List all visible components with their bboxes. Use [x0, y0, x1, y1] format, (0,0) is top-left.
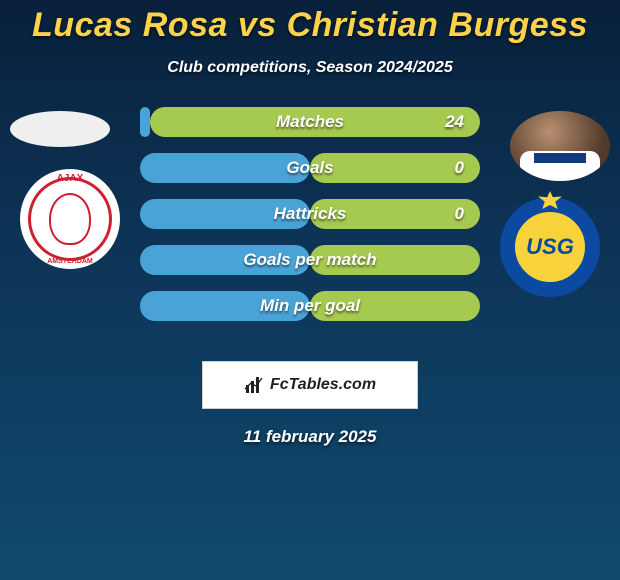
comparison-date: 11 february 2025	[0, 427, 620, 447]
stat-bar: Goals per match	[140, 245, 480, 275]
right-club-label: USG	[526, 234, 574, 260]
subtitle: Club competitions, Season 2024/2025	[0, 59, 620, 77]
comparison-area: AJAX AMSTERDAM USG Matches24Goals0Hattri…	[0, 107, 620, 367]
stat-bar-label: Hattricks	[140, 199, 480, 229]
left-club-logo: AJAX AMSTERDAM	[20, 169, 120, 269]
crown-icon	[538, 191, 562, 209]
stat-bar: Matches24	[140, 107, 480, 137]
stat-bar-right-value: 0	[455, 153, 464, 183]
branding-text: FcTables.com	[270, 376, 376, 394]
right-player-avatar	[510, 111, 610, 181]
left-club-label-bottom: AMSTERDAM	[20, 258, 120, 265]
stat-bar: Goals0	[140, 153, 480, 183]
branding-box[interactable]: FcTables.com	[202, 361, 418, 409]
stat-bar-right-value: 0	[455, 199, 464, 229]
stat-bars-container: Matches24Goals0Hattricks0Goals per match…	[140, 107, 480, 337]
left-player-avatar	[10, 111, 110, 147]
ajax-icon	[28, 177, 112, 261]
stat-bar: Hattricks0	[140, 199, 480, 229]
page-title: Lucas Rosa vs Christian Burgess	[0, 0, 620, 45]
stat-bar-right-value: 24	[445, 107, 464, 137]
stat-bar-label: Goals	[140, 153, 480, 183]
right-club-logo: USG	[500, 197, 600, 297]
stat-bar-label: Min per goal	[140, 291, 480, 321]
usg-badge: USG	[512, 209, 588, 285]
bar-chart-icon	[244, 375, 264, 395]
stat-bar: Min per goal	[140, 291, 480, 321]
stat-bar-label: Matches	[140, 107, 480, 137]
stat-bar-label: Goals per match	[140, 245, 480, 275]
